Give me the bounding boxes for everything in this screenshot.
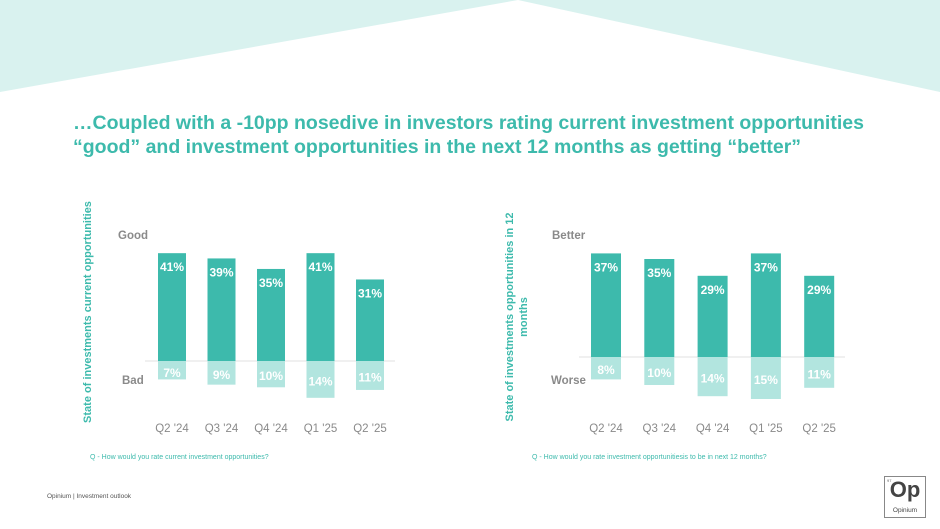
data-label-bad-1: 9% — [213, 368, 231, 382]
data-label-bad-3: 14% — [308, 374, 332, 388]
bar-good-4 — [356, 279, 384, 361]
bar-bad-0 — [158, 361, 186, 380]
data-label-bad-4: 11% — [358, 370, 382, 384]
data-label-good-0: 41% — [160, 260, 184, 274]
data-label-worse-0: 8% — [597, 363, 615, 377]
top-category-label: Good — [118, 230, 148, 242]
bar-bad-1 — [207, 361, 236, 385]
bottom-category-label: Worse — [551, 375, 586, 387]
x-tick-label-1: Q3 '24 — [643, 423, 677, 435]
data-label-bad-2: 10% — [259, 369, 283, 383]
y-axis-label: State of investments current opportuniti… — [82, 201, 94, 423]
chart-12-month-opportunities: State of investments opportunities in 12… — [504, 212, 845, 435]
bar-worse-2 — [697, 357, 728, 397]
data-label-worse-2: 14% — [701, 372, 725, 386]
x-tick-label-4: Q2 '25 — [353, 423, 387, 435]
y-axis-label-line2: months — [518, 297, 530, 337]
chart-current-opportunities-svg: State of investments current opportuniti… — [82, 201, 395, 435]
data-label-better-4: 29% — [807, 283, 831, 297]
x-tick-label-2: Q4 '24 — [696, 423, 730, 435]
bar-bad-2 — [257, 361, 285, 388]
bar-worse-1 — [644, 357, 675, 385]
logo-name: Opinium — [892, 507, 918, 514]
data-label-bad-0: 7% — [163, 366, 181, 380]
x-tick-label-3: Q1 '25 — [304, 423, 338, 435]
data-label-better-2: 29% — [701, 283, 725, 297]
bar-better-3 — [750, 253, 781, 357]
chart-12-month-opportunities-svg: State of investments opportunities in 12… — [504, 212, 845, 435]
chart-current-opportunities: State of investments current opportuniti… — [0, 0, 470, 455]
bar-better-0 — [591, 253, 621, 357]
question-12-months: Q - How would you rate investment opport… — [532, 454, 767, 461]
x-tick-label-0: Q2 '24 — [589, 423, 623, 435]
footer-text: Opinium | Investment outlook — [47, 493, 132, 500]
x-tick-label-4: Q2 '25 — [802, 423, 836, 435]
bar-good-1 — [207, 258, 236, 361]
header-band-shape — [0, 0, 940, 92]
x-tick-label-2: Q4 '24 — [254, 423, 288, 435]
bar-good-3 — [306, 253, 335, 361]
data-label-better-3: 37% — [754, 260, 778, 274]
bar-worse-0 — [591, 357, 621, 380]
data-label-worse-4: 11% — [808, 367, 832, 381]
y-axis-label-line1: State of investments opportunities in 12 — [504, 212, 516, 421]
data-label-good-4: 31% — [358, 286, 382, 300]
bar-good-0 — [158, 253, 186, 361]
bar-better-1 — [644, 259, 675, 357]
slide-title-line1: …Coupled with a -10pp nosedive in invest… — [73, 112, 864, 134]
logo-mark: Op — [889, 477, 921, 502]
slide-title-line2: “good” and investment opportunities in t… — [73, 136, 802, 158]
logo-number: 97 — [887, 478, 892, 483]
bar-better-4 — [804, 275, 835, 357]
opinium-logo: 97 Op Opinium — [884, 476, 926, 518]
data-label-worse-3: 15% — [754, 373, 778, 387]
bar-bad-4 — [356, 361, 384, 390]
data-label-better-0: 37% — [594, 260, 618, 274]
bar-bad-3 — [306, 361, 335, 398]
question-current: Q - How would you rate current investmen… — [90, 454, 269, 461]
data-label-good-1: 39% — [209, 265, 233, 279]
data-label-good-2: 35% — [259, 276, 283, 290]
slide-title: …Coupled with a -10pp nosedive in invest… — [73, 111, 893, 159]
data-label-good-3: 41% — [308, 260, 332, 274]
top-category-label: Better — [552, 230, 586, 242]
bar-worse-4 — [804, 357, 835, 388]
x-tick-label-0: Q2 '24 — [155, 423, 189, 435]
data-label-worse-1: 10% — [647, 366, 671, 380]
bar-good-2 — [257, 268, 285, 361]
data-label-better-1: 35% — [647, 266, 671, 280]
bar-better-2 — [697, 275, 728, 357]
x-tick-label-3: Q1 '25 — [749, 423, 783, 435]
bottom-category-label: Bad — [122, 375, 144, 387]
bar-worse-3 — [750, 357, 781, 399]
x-tick-label-1: Q3 '24 — [205, 423, 239, 435]
